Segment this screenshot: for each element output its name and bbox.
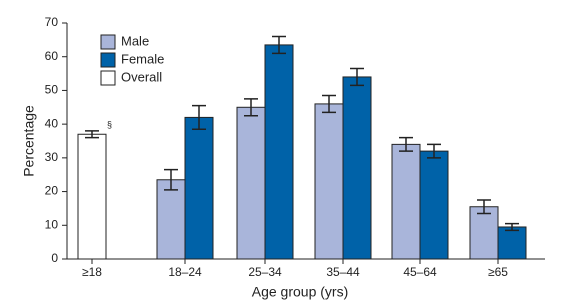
legend-swatch [100,34,116,50]
y-tick-label: 30 [45,150,59,164]
legend-swatch [100,70,116,86]
x-tick-label: 45–64 [403,265,437,279]
bar [342,76,372,260]
error-bar [477,199,491,215]
y-tick-label: 70 [45,15,59,29]
y-tick-label: 10 [45,217,59,231]
x-tick-label: ≥18 [82,265,102,279]
bar [77,133,107,260]
bar [156,179,186,260]
x-tick-label: 35–44 [326,265,360,279]
bar [264,44,294,260]
error-bar [244,98,258,117]
error-bar [272,35,286,55]
y-tick-label: 50 [45,83,59,97]
error-bar [322,94,336,114]
x-tick-label: 25–34 [248,265,282,279]
y-axis-title: Percentage [21,105,37,177]
y-tick-label: 0 [51,251,58,265]
legend-label: Male [121,33,149,48]
error-bar [427,143,441,159]
error-bar [85,130,99,139]
x-axis-title: Age group (yrs) [252,284,348,300]
error-bar [505,222,519,232]
annotation: § [107,119,112,129]
x-tick-label: 18–24 [168,265,202,279]
bar [419,150,449,260]
error-bar [192,104,206,130]
bar [391,143,421,260]
error-bar [164,168,178,191]
error-bar [350,67,364,87]
bar [184,116,214,260]
legend-label: Overall [121,69,162,84]
bar [469,206,499,260]
error-bar [399,136,413,152]
bar [314,103,344,260]
y-tick-label: 40 [45,116,59,130]
legend-label: Female [121,51,164,66]
x-tick-label: ≥65 [488,265,508,279]
y-tick-label: 20 [45,184,59,198]
bar [497,226,527,260]
y-tick-label: 60 [45,49,59,63]
bar [236,106,266,260]
legend-swatch [100,52,116,68]
